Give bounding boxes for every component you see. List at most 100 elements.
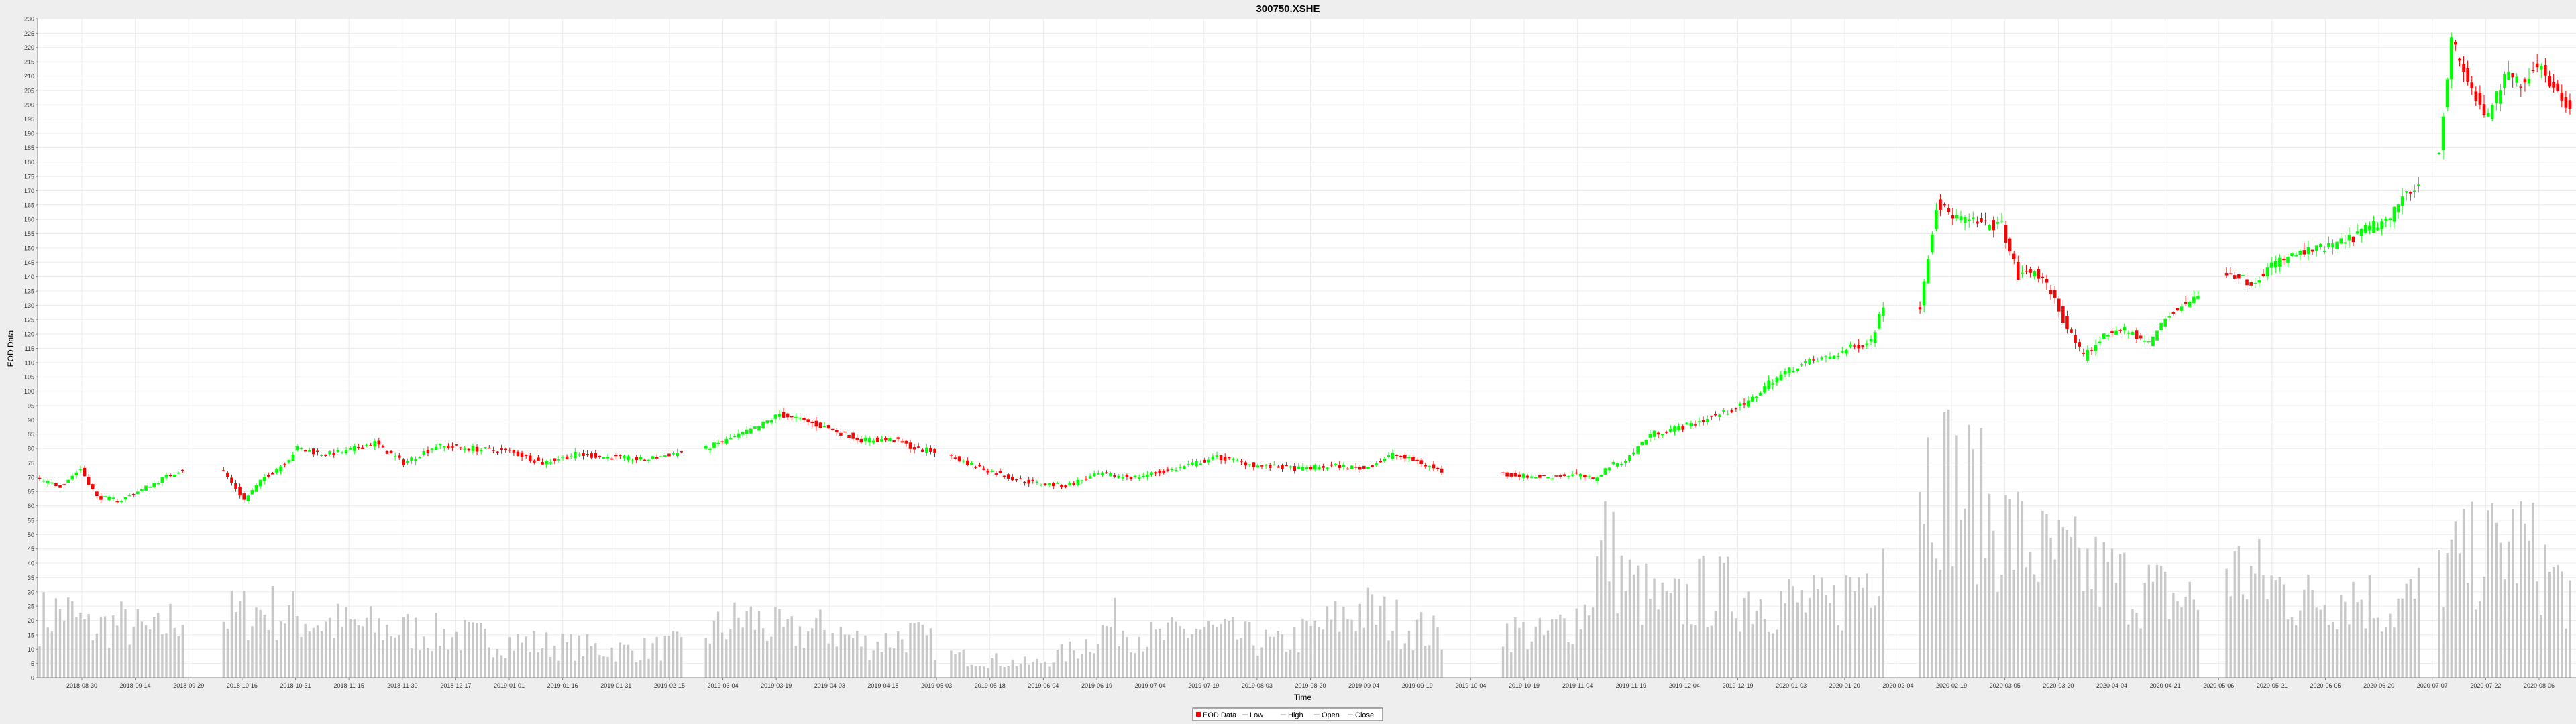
candle-body bbox=[1313, 465, 1317, 470]
candle-body bbox=[623, 455, 626, 458]
volume-bar bbox=[1980, 428, 1983, 678]
volume-bar bbox=[1130, 652, 1132, 678]
candle-body bbox=[1006, 474, 1010, 479]
volume-bar bbox=[1346, 619, 1349, 678]
candle-body bbox=[1566, 476, 1570, 477]
candle-body bbox=[635, 457, 638, 461]
candle-body bbox=[1415, 459, 1419, 461]
candle-body bbox=[1264, 464, 1268, 466]
candle-body bbox=[54, 483, 58, 487]
candle-body bbox=[2376, 227, 2379, 231]
volume-bar bbox=[541, 648, 544, 678]
volume-bar bbox=[999, 666, 1002, 678]
volume-bar bbox=[1048, 666, 1051, 678]
y-tick-label: 40 bbox=[28, 560, 34, 567]
volume-bar bbox=[529, 652, 531, 678]
candle-body bbox=[1330, 464, 1333, 466]
volume-bar bbox=[1134, 653, 1136, 678]
volume-bar bbox=[1023, 656, 1026, 678]
volume-bar bbox=[2123, 552, 2126, 678]
candle-body bbox=[2335, 241, 2339, 249]
legend-item-eod: EOD Data bbox=[1203, 711, 1237, 719]
candle-body bbox=[1816, 360, 1820, 362]
volume-bar bbox=[2057, 520, 2060, 678]
volume-bar bbox=[525, 636, 527, 678]
candle-body bbox=[2294, 255, 2298, 257]
volume-bar bbox=[1256, 656, 1259, 678]
candle-body bbox=[749, 428, 753, 434]
candle-body bbox=[2106, 335, 2110, 337]
volume-bar bbox=[255, 607, 258, 678]
volume-bar bbox=[292, 591, 294, 678]
volume-bar bbox=[1366, 587, 1370, 678]
volume-bar bbox=[1505, 623, 1509, 678]
volume-bar bbox=[561, 633, 564, 678]
volume-bar bbox=[1015, 666, 1018, 678]
volume-bar bbox=[492, 657, 495, 678]
volume-bar bbox=[966, 666, 969, 678]
volume-bar bbox=[230, 591, 233, 678]
volume-bar bbox=[1567, 642, 1570, 678]
volume-bars bbox=[38, 409, 2571, 678]
volume-bar bbox=[1641, 625, 1644, 678]
volume-bar bbox=[991, 658, 994, 678]
volume-bar bbox=[2254, 573, 2257, 678]
volume-bar bbox=[2225, 568, 2228, 678]
volume-bar bbox=[2532, 503, 2534, 678]
candle-body bbox=[1746, 400, 1750, 407]
volume-bar bbox=[1056, 650, 1059, 678]
volume-bar bbox=[1587, 615, 1591, 678]
candle-body bbox=[426, 450, 430, 452]
candle-body bbox=[62, 484, 66, 485]
volume-bar bbox=[1383, 596, 1386, 678]
candle-body bbox=[1795, 368, 1799, 371]
candle-body bbox=[806, 419, 810, 422]
volume-bar bbox=[1878, 595, 1880, 678]
candle-body bbox=[1301, 466, 1305, 471]
volume-bar bbox=[778, 609, 781, 678]
volume-bar bbox=[2311, 589, 2314, 678]
candle-body bbox=[1619, 464, 1623, 465]
volume-bar bbox=[2266, 599, 2269, 678]
candle-body bbox=[2273, 261, 2277, 268]
candle-body bbox=[561, 457, 565, 458]
y-tick-label: 160 bbox=[24, 217, 34, 223]
candle-body bbox=[1215, 455, 1219, 457]
volume-bar bbox=[165, 633, 168, 678]
volume-bar bbox=[2393, 627, 2396, 678]
volume-bar bbox=[1546, 630, 1550, 678]
candle-body bbox=[1031, 479, 1035, 481]
candle-body bbox=[1669, 429, 1672, 432]
candle-body bbox=[2143, 341, 2147, 342]
candle-body bbox=[1628, 455, 1631, 461]
candle-body bbox=[2098, 341, 2102, 344]
chart-title: 300750.XSHE bbox=[1256, 3, 1320, 15]
volume-bar bbox=[741, 627, 744, 678]
candle-body bbox=[1101, 472, 1104, 475]
candle-body bbox=[2286, 257, 2290, 263]
volume-bar bbox=[631, 650, 634, 678]
volume-bar bbox=[2368, 575, 2371, 678]
candle-body bbox=[1877, 314, 1881, 329]
volume-bar bbox=[729, 629, 732, 678]
candle-body bbox=[2454, 42, 2457, 45]
candle-body bbox=[524, 455, 528, 457]
candle-body bbox=[2499, 90, 2502, 104]
candle-body bbox=[1051, 482, 1055, 486]
volume-bar bbox=[1714, 611, 1717, 678]
volume-bar bbox=[1248, 621, 1251, 678]
candle-body bbox=[283, 464, 286, 465]
volume-bar bbox=[1526, 649, 1529, 678]
candle-body bbox=[492, 450, 495, 451]
candle-body bbox=[528, 455, 532, 461]
candle-body bbox=[802, 418, 806, 420]
candle-body bbox=[1685, 422, 1689, 425]
volume-bar bbox=[1167, 622, 1169, 678]
volume-bar bbox=[712, 621, 716, 678]
candle-body bbox=[172, 474, 176, 477]
volume-bar bbox=[1960, 520, 1962, 678]
candle-body bbox=[553, 458, 557, 461]
volume-bar bbox=[1759, 599, 1762, 678]
volume-bar bbox=[1780, 591, 1782, 678]
